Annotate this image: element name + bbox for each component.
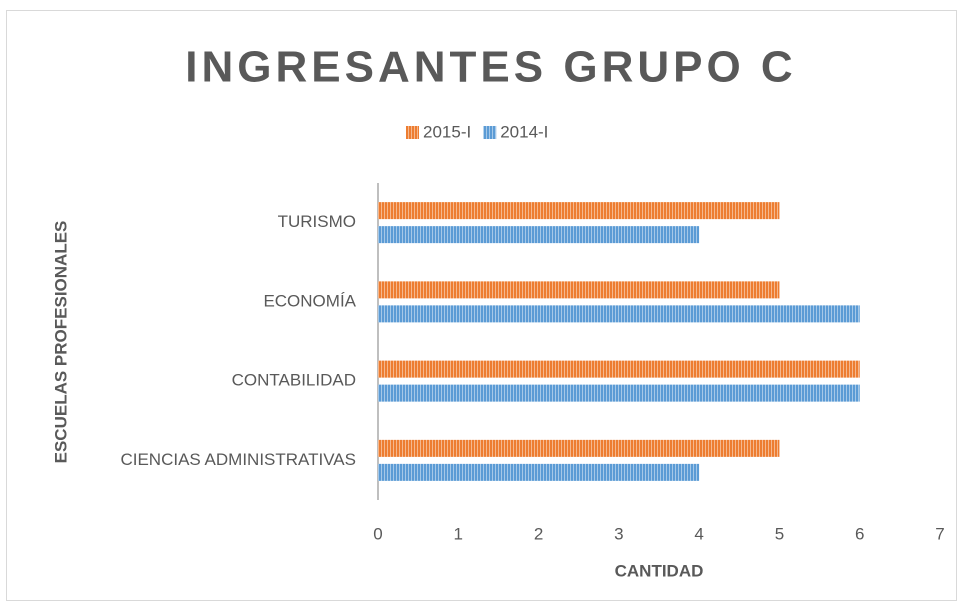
y-tick-label: CONTABILIDAD <box>232 371 356 390</box>
x-tick-label: 6 <box>855 524 864 543</box>
bar <box>378 226 700 244</box>
x-tick-label: 3 <box>614 524 623 543</box>
legend-label: 2014-I <box>500 122 548 141</box>
y-tick-label: TURISMO <box>278 212 356 231</box>
x-tick-label: 1 <box>454 524 463 543</box>
bar <box>378 281 780 299</box>
y-tick-label: ECONOMÍA <box>263 291 356 310</box>
bar <box>378 360 860 378</box>
legend-swatch <box>406 126 419 139</box>
bar <box>378 463 700 481</box>
bar <box>378 305 860 323</box>
y-tick-label: CIENCIAS ADMINISTRATIVAS <box>120 450 356 469</box>
x-tick-label: 5 <box>775 524 784 543</box>
y-axis-label: ESCUELAS PROFESIONALES <box>51 221 70 464</box>
legend-swatch <box>483 126 497 139</box>
bar <box>378 202 780 220</box>
x-tick-label: 4 <box>694 524 703 543</box>
bar <box>378 384 860 402</box>
x-tick-label: 0 <box>373 524 382 543</box>
x-tick-label: 2 <box>534 524 543 543</box>
bar <box>378 439 780 457</box>
x-tick-label: 7 <box>935 524 944 543</box>
chart-title: INGRESANTES GRUPO C <box>185 43 796 92</box>
legend-label: 2015-I <box>423 122 471 141</box>
x-axis-label: CANTIDAD <box>615 561 704 580</box>
